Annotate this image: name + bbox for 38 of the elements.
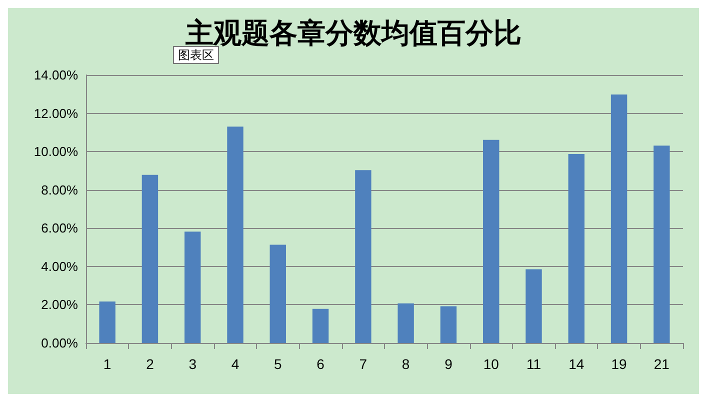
bar: [526, 269, 542, 343]
bar: [568, 154, 584, 343]
y-tick-label: 2.00%: [41, 297, 78, 312]
y-tick-label: 0.00%: [41, 336, 78, 350]
y-tick-label: 6.00%: [41, 220, 78, 236]
x-tick-label: 11: [526, 356, 542, 372]
bar: [142, 174, 158, 343]
x-tick-label: 4: [231, 356, 240, 372]
bar: [312, 308, 329, 343]
text: 图表区: [178, 48, 214, 62]
x-tick-label: 21: [654, 356, 670, 372]
x-tick-label: 3: [188, 356, 197, 372]
x-tick-label: 10: [483, 356, 500, 372]
x-tick-label: 14: [568, 356, 584, 372]
bar: [270, 244, 286, 343]
y-tick-label: 12.00%: [34, 106, 78, 121]
y-tick-label: 14.00%: [34, 68, 78, 82]
y-tick-label: 10.00%: [34, 144, 78, 160]
x-tick-label: 2: [146, 356, 154, 372]
x-tick-label: 1: [103, 356, 112, 372]
bar: [184, 232, 201, 343]
bar: [227, 126, 244, 343]
bar: [654, 146, 670, 343]
bar: [99, 301, 116, 343]
y-tick-label: 4.00%: [41, 258, 78, 274]
bar: [483, 140, 500, 343]
y-tick-label: 8.00%: [41, 182, 78, 198]
bar: [398, 303, 414, 343]
bar: [355, 170, 372, 343]
chart-title: 主观题各章分数均值百分比: [184, 16, 522, 50]
x-tick-label: 5: [274, 356, 282, 372]
bar: [610, 94, 628, 343]
bar: [440, 306, 457, 343]
x-tick-label: 9: [444, 356, 453, 372]
x-tick-label: 19: [611, 356, 628, 372]
x-tick-label: 7: [359, 356, 368, 372]
x-tick-label: 6: [316, 356, 325, 372]
x-tick-label: 8: [402, 356, 410, 372]
